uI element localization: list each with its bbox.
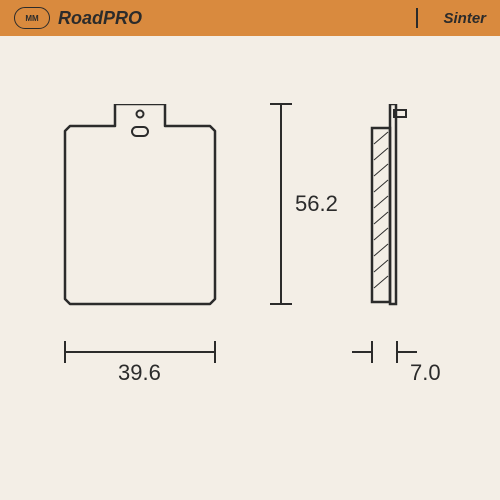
header-bar: MM RoadPRO Sinter [0,0,500,36]
dim-thick-line-right [397,351,417,353]
dim-thick-line-left [352,351,372,353]
dim-thick-value: 7.0 [410,360,441,386]
brake-pad-front-view [60,104,220,324]
dim-height-value: 56.2 [295,191,338,217]
product-attribute: Sinter [443,10,486,27]
product-name: RoadPRO [58,8,142,29]
dim-width-value: 39.6 [118,360,161,386]
product-name-prefix: Road [58,8,103,28]
brand-logo-icon: MM [14,7,50,29]
dim-width-tick-right [214,341,216,363]
dim-width-tick-left [64,341,66,363]
header-divider [416,8,418,28]
diagram-canvas: 56.2 39.6 7.0 [0,36,500,500]
product-name-suffix: PRO [103,8,142,28]
header-left: MM RoadPRO [14,7,142,29]
dim-width-line [65,351,215,353]
dim-height-tick-bottom [270,303,292,305]
dim-height-tick-top [270,103,292,105]
brake-pad-side-view [370,104,410,324]
dim-height-line [280,104,282,304]
